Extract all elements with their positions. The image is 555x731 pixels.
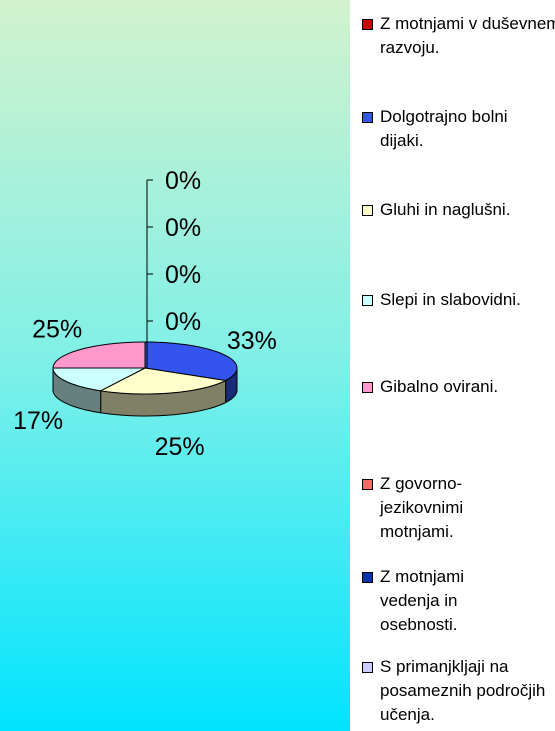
data-label: 0% (165, 308, 201, 336)
legend-item: Slepi in slabovidni. (358, 288, 555, 312)
legend: Z motnjami v duševnem razvoju. Dolgotrajn… (350, 0, 555, 731)
legend-label: Z motnjami v duševnem razvoju. (380, 14, 555, 57)
pie-slice (52, 341, 146, 369)
legend-swatch (362, 112, 373, 123)
legend-label: S primanjkljaji na posameznih področjih … (380, 657, 546, 724)
legend-item: S primanjkljaji na posameznih področjih … (358, 655, 550, 727)
chart: 0% 33% 25% 17% 25% 0% 0% 0% (13, 167, 277, 461)
legend-swatch (362, 19, 373, 30)
legend-swatch (362, 205, 373, 216)
data-label: 25% (155, 433, 205, 461)
legend-item: Z govorno-jezikovnimi motnjami. (358, 472, 490, 544)
pie-slice (52, 367, 146, 392)
data-label: 25% (32, 316, 82, 344)
legend-label: Z govorno-jezikovnimi motnjami. (380, 474, 464, 541)
data-label: 0% (165, 214, 201, 242)
legend-label: Gluhi in naglušni. (380, 200, 511, 219)
legend-label: Slepi in slabovidni. (380, 290, 521, 309)
pie-slice (144, 341, 238, 382)
data-label: 17% (13, 407, 63, 435)
legend-swatch (362, 295, 373, 306)
pie-slice (99, 367, 228, 395)
legend-item: Gibalno ovirani. (358, 375, 555, 399)
legend-swatch (362, 382, 373, 393)
legend-label: Z motnjami vedenja in osebnosti. (380, 567, 465, 634)
data-label: 0% (165, 261, 201, 289)
legend-label: Dolgotrajno bolni dijaki. (380, 107, 508, 150)
legend-swatch (362, 572, 373, 583)
legend-item: Z motnjami vedenja in osebnosti. (358, 565, 480, 637)
legend-item: Gluhi in naglušni. (358, 198, 555, 222)
legend-item: Z motnjami v duševnem razvoju. (358, 12, 555, 60)
legend-item: Dolgotrajno bolni dijaki. (358, 105, 545, 153)
data-label: 0% (165, 167, 201, 195)
legend-swatch (362, 662, 373, 673)
legend-swatch (362, 479, 373, 490)
legend-label: Gibalno ovirani. (380, 377, 499, 396)
data-label: 33% (227, 327, 277, 355)
